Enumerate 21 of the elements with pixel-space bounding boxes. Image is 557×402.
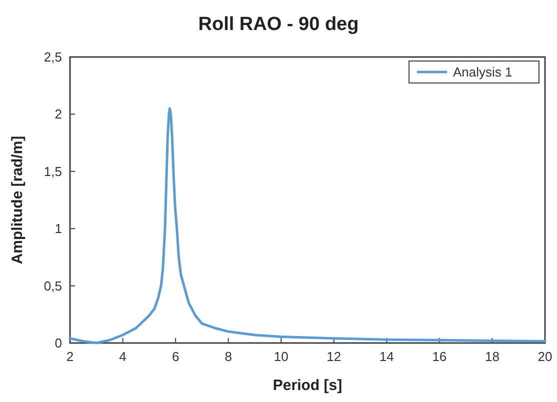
y-tick-label: 1 <box>54 221 62 236</box>
legend-label: Analysis 1 <box>453 64 512 80</box>
x-tick-label: 12 <box>326 349 342 364</box>
x-axis-title: Period [s] <box>272 377 342 394</box>
x-tick-label: 10 <box>274 349 288 364</box>
x-tick-label: 6 <box>172 349 180 364</box>
x-tick-label: 16 <box>432 349 447 364</box>
x-tick-label: 14 <box>379 349 394 364</box>
x-tick-label: 8 <box>224 349 232 364</box>
x-tick-label: 20 <box>538 349 552 364</box>
x-tick-label: 18 <box>484 349 500 364</box>
y-tick-label: 0,5 <box>44 278 62 294</box>
line-series <box>68 107 546 344</box>
y-tick-label: 1,5 <box>44 164 62 179</box>
x-tick-label: 2 <box>66 349 74 364</box>
y-tick-label: 2 <box>54 106 62 122</box>
x-tick-label: 4 <box>119 349 126 364</box>
y-tick-label: 2,5 <box>44 50 62 64</box>
chart-title: Roll RAO - 90 deg <box>198 14 359 35</box>
y-axis-title: Amplitude [rad/m] <box>9 136 26 264</box>
y-tick-label: 0 <box>54 336 62 350</box>
